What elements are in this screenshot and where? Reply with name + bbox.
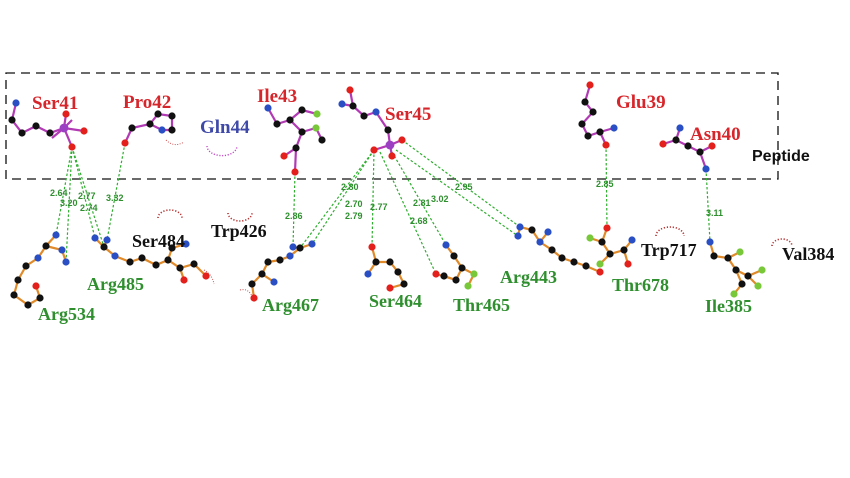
thr678-structure bbox=[586, 224, 636, 268]
ser41-structure bbox=[8, 99, 88, 151]
gln44-contact-arc bbox=[206, 145, 238, 157]
residue-label-ser41: Ser41 bbox=[32, 93, 78, 114]
trp717-contact-arc bbox=[655, 226, 685, 237]
ser45-structure bbox=[338, 86, 406, 160]
hbond-lines bbox=[55, 139, 711, 275]
residue-label-arg467: Arg467 bbox=[262, 295, 319, 315]
distance-label: 2.95 bbox=[455, 182, 473, 192]
residue-label-thr465: Thr465 bbox=[453, 295, 510, 315]
residue-label-thr678: Thr678 bbox=[612, 275, 669, 295]
distance-label: 2.64 bbox=[50, 188, 68, 198]
asn40-structure bbox=[659, 124, 716, 173]
residue-label-ser464: Ser464 bbox=[369, 291, 422, 311]
distance-label: 2.70 bbox=[345, 199, 363, 209]
arg443-structure bbox=[514, 223, 604, 276]
residue-label-trp717: Trp717 bbox=[641, 240, 697, 260]
distance-label: 3.11 bbox=[706, 208, 723, 218]
arg534-structure bbox=[10, 231, 70, 309]
ile43-structure bbox=[264, 104, 326, 176]
residue-label-trp426: Trp426 bbox=[211, 221, 267, 241]
thr465-structure bbox=[432, 241, 478, 290]
residue-label-glu39: Glu39 bbox=[616, 92, 666, 113]
arg485-structure bbox=[91, 234, 215, 285]
ile385-structure bbox=[706, 238, 766, 298]
hbond-distance-labels: 2.64 3.20 2.77 2.74 3.32 2.86 2.80 2.70 … bbox=[50, 179, 723, 226]
distance-label: 2.77 bbox=[78, 191, 96, 201]
distance-label: 2.81 bbox=[413, 198, 431, 208]
distance-label: 2.68 bbox=[410, 216, 428, 226]
residue-label-asn40: Asn40 bbox=[690, 124, 741, 145]
residue-label-arg534: Arg534 bbox=[38, 304, 95, 324]
distance-label: 2.80 bbox=[341, 182, 359, 192]
distance-label: 2.86 bbox=[285, 211, 303, 221]
residue-label-val384: Val384 bbox=[782, 244, 834, 264]
ser464-structure bbox=[364, 243, 408, 292]
arg467-structure bbox=[239, 240, 316, 302]
residue-label-arg485: Arg485 bbox=[87, 274, 144, 294]
distance-label: 2.74 bbox=[80, 203, 98, 213]
trp426-contact-arc bbox=[227, 212, 253, 222]
residue-label-pro42: Pro42 bbox=[123, 92, 171, 113]
distance-label: 2.77 bbox=[370, 202, 388, 212]
distance-label: 2.85 bbox=[596, 179, 614, 189]
ser484-contact-arc bbox=[157, 209, 183, 219]
residue-label-ser45: Ser45 bbox=[385, 104, 431, 125]
pro42-structure bbox=[121, 110, 185, 147]
residue-label-ile43: Ile43 bbox=[257, 86, 297, 107]
residue-label-ser484: Ser484 bbox=[132, 231, 185, 251]
residue-label-ile385: Ile385 bbox=[705, 296, 752, 316]
residue-label-arg443: Arg443 bbox=[500, 267, 557, 287]
distance-label: 3.32 bbox=[106, 193, 124, 203]
val384-contact-arc bbox=[771, 238, 793, 247]
peptide-label: Peptide bbox=[752, 148, 810, 165]
glu39-structure bbox=[578, 81, 618, 149]
residue-label-gln44: Gln44 bbox=[200, 117, 250, 138]
peptide-box bbox=[5, 72, 779, 180]
distance-label: 3.02 bbox=[431, 194, 449, 204]
distance-label: 2.79 bbox=[345, 211, 363, 221]
distance-label: 3.20 bbox=[60, 198, 78, 208]
